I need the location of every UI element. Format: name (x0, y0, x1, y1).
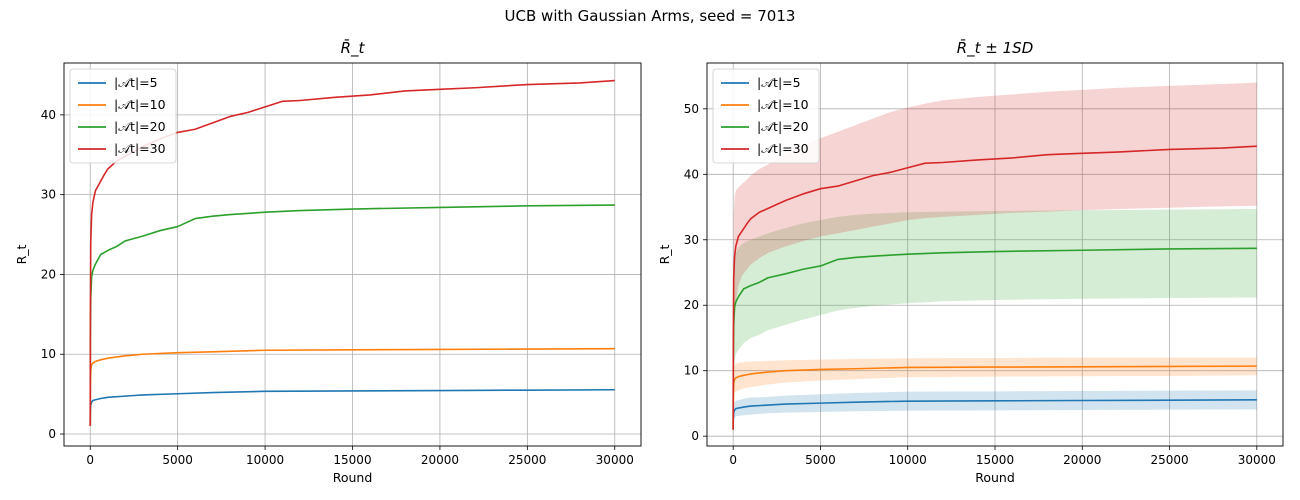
y-axis-label: R_t (14, 244, 29, 264)
x-tick-label: 20000 (1063, 453, 1101, 467)
legend-box (69, 68, 177, 164)
y-tick-label: 10 (41, 347, 56, 361)
x-tick-label: 30000 (1238, 453, 1276, 467)
legend-label-1: |𝒜t|=5 (114, 75, 158, 90)
legend-label-4: |𝒜t|=30 (114, 141, 166, 156)
legend-label-2: |𝒜t|=10 (757, 97, 809, 112)
x-tick-label: 10000 (246, 453, 284, 467)
x-tick-label: 25000 (508, 453, 546, 467)
y-tick-label: 50 (684, 102, 699, 116)
series-line-3 (89, 204, 615, 427)
chart-title: R̄_t ± 1SD (957, 38, 1034, 58)
x-tick-label: 5000 (162, 453, 193, 467)
y-tick-label: 20 (684, 298, 699, 312)
legend-label-4: |𝒜t|=30 (757, 141, 809, 156)
series-line-4 (89, 79, 615, 427)
x-tick-label: 0 (729, 453, 737, 467)
y-tick-label: 30 (41, 188, 56, 202)
legend: |𝒜t|=5 |𝒜t|=10 |𝒜t|=20 |𝒜t|=30 (69, 68, 177, 164)
legend-label-1: |𝒜t|=5 (757, 75, 801, 90)
x-axis-label: Round (975, 470, 1015, 485)
series-line-1 (732, 399, 1257, 430)
series-line-1 (89, 388, 615, 427)
y-tick-label: 10 (684, 364, 699, 378)
x-tick-label: 10000 (889, 453, 927, 467)
x-tick-label: 5000 (805, 453, 836, 467)
sd-band-series-3 (733, 209, 1257, 433)
y-tick-label: 40 (684, 167, 699, 181)
y-tick-label: 0 (691, 429, 699, 443)
x-axis-label: Round (333, 470, 373, 485)
series-line-2 (732, 365, 1257, 430)
sd-band-series-4 (733, 82, 1257, 433)
y-tick-label: 0 (48, 427, 56, 441)
x-tick-label: 25000 (1150, 453, 1188, 467)
legend-box (712, 68, 820, 164)
series-line-3 (732, 247, 1257, 430)
x-tick-label: 30000 (596, 453, 634, 467)
chart-title: R̄_t (341, 38, 366, 58)
y-tick-label: 40 (41, 108, 56, 122)
figure-title: UCB with Gaussian Arms, seed = 7013 (504, 7, 796, 25)
legend-label-2: |𝒜t|=10 (114, 97, 166, 112)
legend-label-3: |𝒜t|=20 (114, 119, 166, 134)
sd-band-series-2 (733, 357, 1257, 432)
y-axis-label: R_t (657, 244, 672, 264)
x-tick-label: 20000 (421, 453, 459, 467)
x-tick-label: 0 (86, 453, 94, 467)
series-line-2 (89, 347, 615, 427)
legend: |𝒜t|=5 |𝒜t|=10 |𝒜t|=20 |𝒜t|=30 (712, 68, 820, 164)
x-tick-label: 15000 (976, 453, 1014, 467)
x-tick-label: 15000 (333, 453, 371, 467)
y-tick-label: 20 (41, 267, 56, 281)
y-tick-label: 30 (684, 233, 699, 247)
legend-label-3: |𝒜t|=20 (757, 119, 809, 134)
series-line-4 (732, 145, 1257, 430)
